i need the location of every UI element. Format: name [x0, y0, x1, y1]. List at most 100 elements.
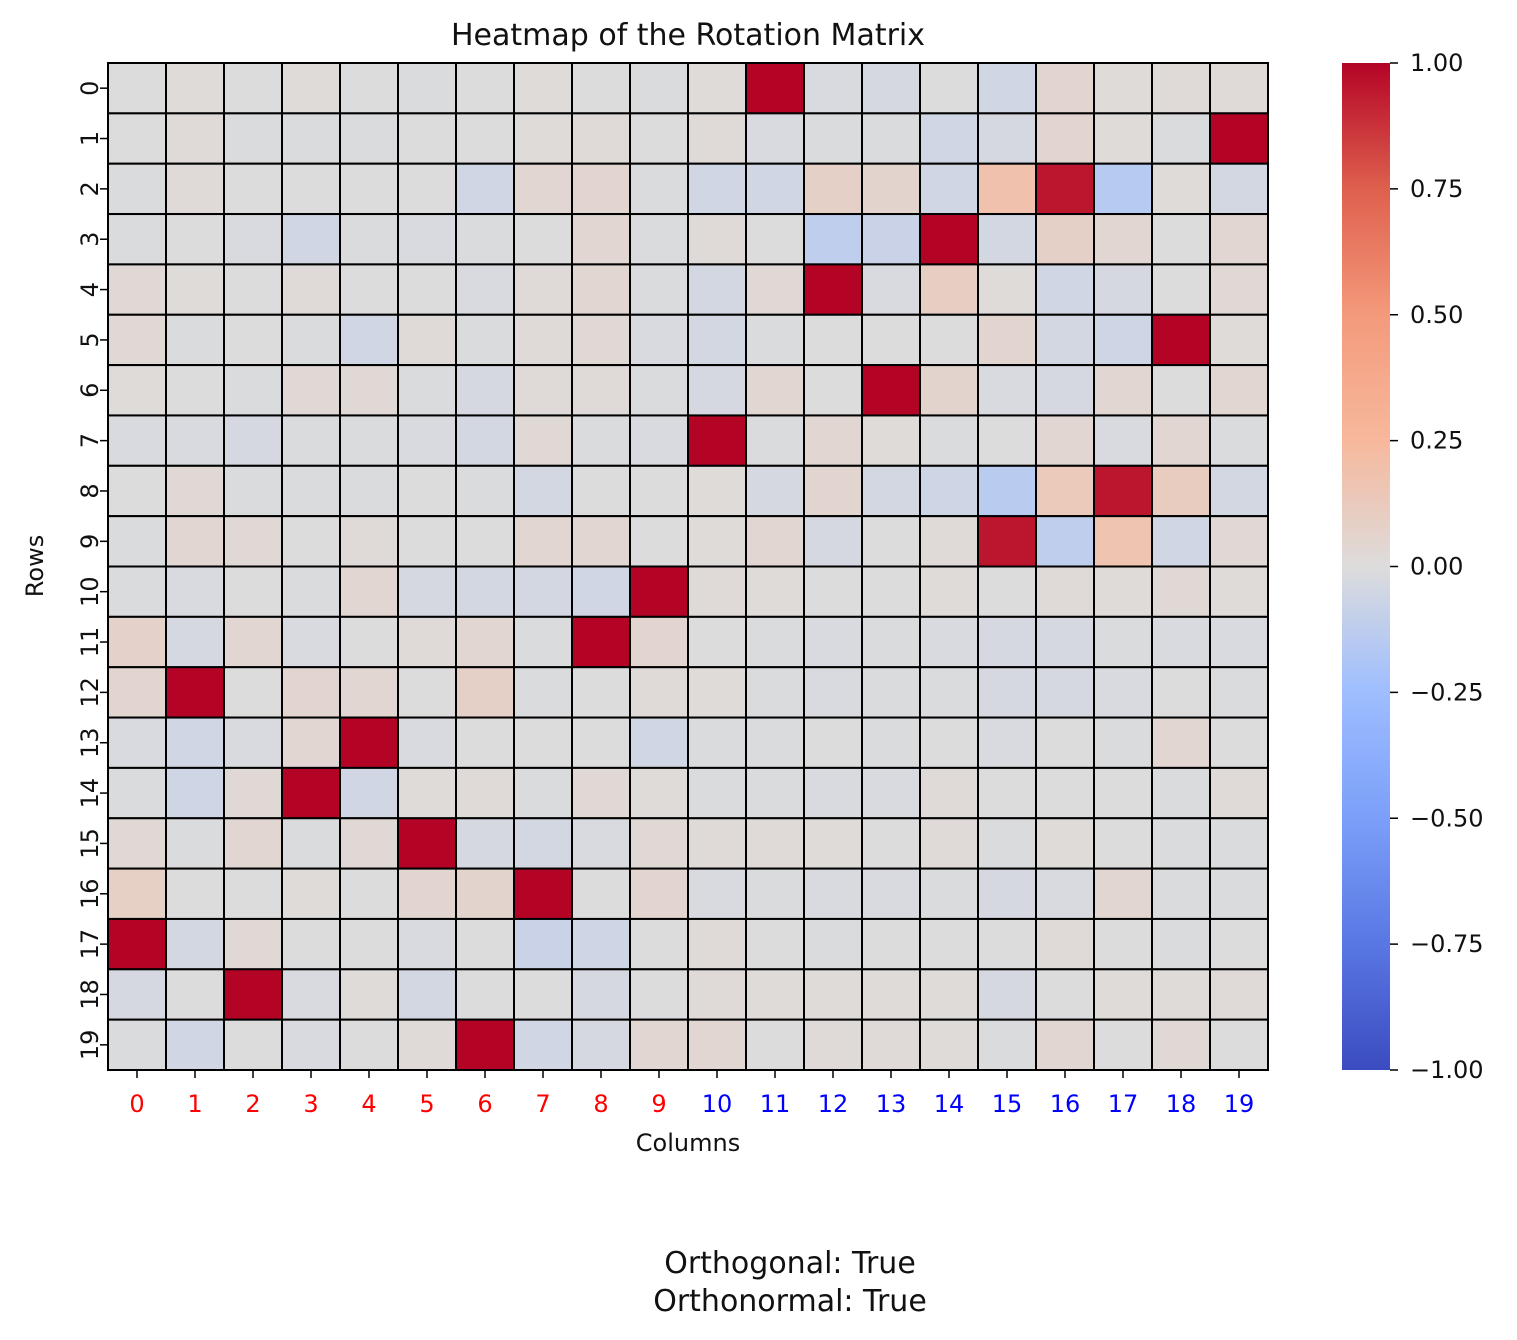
x-tick-label-9: 9: [651, 1090, 666, 1118]
heatmap-cell-r0-c4: [339, 62, 399, 115]
heatmap-cell-r11-c17: [1093, 615, 1153, 669]
heatmap-cell-r11-c8: [571, 615, 631, 669]
heatmap-cell-r7-c0: [107, 414, 167, 467]
colorbar-tick-label: −0.25: [1410, 678, 1484, 706]
heatmap-cell-r14-c1: [165, 766, 225, 820]
heatmap-cell-r19-c16: [1035, 1018, 1095, 1072]
heatmap-cell-r3-c6: [455, 213, 515, 266]
heatmap-cell-r13-c13: [861, 716, 921, 769]
heatmap-cell-r3-c11: [745, 213, 805, 266]
heatmap-cell-r4-c10: [687, 263, 747, 316]
heatmap-cell-r14-c0: [107, 766, 167, 820]
heatmap-cell-r19-c10: [687, 1018, 747, 1072]
heatmap-cell-r16-c6: [455, 867, 515, 920]
heatmap-cell-r16-c2: [223, 867, 283, 920]
heatmap-cell-r7-c1: [165, 414, 225, 467]
y-tick-label-1: 1: [76, 131, 104, 146]
heatmap-cell-r2-c5: [397, 162, 457, 216]
heatmap-cell-r5-c15: [977, 313, 1037, 367]
heatmap-cell-r5-c6: [455, 313, 515, 367]
heatmap-cell-r12-c14: [919, 666, 979, 719]
heatmap-cell-r14-c3: [281, 766, 341, 820]
heatmap-cell-r15-c4: [339, 817, 399, 870]
heatmap-cell-r16-c8: [571, 867, 631, 920]
heatmap-cell-r5-c1: [165, 313, 225, 367]
heatmap-cell-r13-c18: [1151, 716, 1211, 769]
heatmap-cell-r3-c10: [687, 213, 747, 266]
colorbar-tick-label: 0.75: [1410, 175, 1463, 203]
heatmap-cell-r18-c6: [455, 968, 515, 1021]
heatmap-cell-r1-c15: [977, 112, 1037, 165]
heatmap-cell-r13-c10: [687, 716, 747, 769]
heatmap-cell-r2-c13: [861, 162, 921, 216]
heatmap-cell-r13-c1: [165, 716, 225, 769]
colorbar-tick-label: −1.00: [1410, 1056, 1484, 1084]
heatmap-cell-r8-c17: [1093, 464, 1153, 518]
y-tick-label-14: 14: [76, 778, 104, 809]
heatmap-cell-r4-c15: [977, 263, 1037, 316]
heatmap-cell-r2-c2: [223, 162, 283, 216]
y-tick-label-2: 2: [76, 181, 104, 196]
heatmap-cell-r15-c8: [571, 817, 631, 870]
heatmap-cell-r10-c17: [1093, 565, 1153, 618]
y-tick-label-4: 4: [76, 282, 104, 297]
heatmap-cell-r18-c16: [1035, 968, 1095, 1021]
heatmap-cell-r2-c3: [281, 162, 341, 216]
heatmap-cell-r15-c10: [687, 817, 747, 870]
heatmap-cell-r9-c14: [919, 515, 979, 568]
heatmap-cell-r9-c10: [687, 515, 747, 568]
heatmap-cell-r2-c11: [745, 162, 805, 216]
heatmap-cell-r16-c17: [1093, 867, 1153, 920]
y-tick-label-7: 7: [76, 433, 104, 448]
heatmap-cell-r6-c3: [281, 364, 341, 417]
heatmap-cell-r13-c11: [745, 716, 805, 769]
heatmap-cell-r12-c16: [1035, 666, 1095, 719]
heatmap-cell-r4-c5: [397, 263, 457, 316]
heatmap-cell-r4-c7: [513, 263, 573, 316]
heatmap-cell-r6-c2: [223, 364, 283, 417]
heatmap-cell-r7-c5: [397, 414, 457, 467]
heatmap-cell-r7-c17: [1093, 414, 1153, 467]
heatmap-cell-r17-c11: [745, 917, 805, 971]
heatmap-cell-r17-c9: [629, 917, 689, 971]
heatmap-cell-r2-c7: [513, 162, 573, 216]
heatmap-cell-r13-c7: [513, 716, 573, 769]
heatmap-cell-r13-c14: [919, 716, 979, 769]
heatmap-cell-r17-c4: [339, 917, 399, 971]
heatmap-cell-r11-c10: [687, 615, 747, 669]
heatmap-cell-r7-c19: [1209, 414, 1269, 467]
heatmap-cell-r14-c19: [1209, 766, 1269, 820]
heatmap-cell-r0-c5: [397, 62, 457, 115]
heatmap-cell-r15-c16: [1035, 817, 1095, 870]
heatmap-cell-r6-c14: [919, 364, 979, 417]
heatmap-cell-r17-c7: [513, 917, 573, 971]
heatmap-cell-r15-c5: [397, 817, 457, 870]
heatmap-cell-r9-c16: [1035, 515, 1095, 568]
colorbar-tick-label: 0.00: [1410, 553, 1463, 581]
heatmap-cell-r12-c17: [1093, 666, 1153, 719]
heatmap-cell-r10-c18: [1151, 565, 1211, 618]
x-tick-label-5: 5: [419, 1090, 434, 1118]
heatmap-cell-r12-c19: [1209, 666, 1269, 719]
heatmap-cell-r1-c13: [861, 112, 921, 165]
x-tick-label-1: 1: [187, 1090, 202, 1118]
heatmap-cell-r3-c17: [1093, 213, 1153, 266]
colorbar-tick-label: 0.25: [1410, 427, 1463, 455]
heatmap-cell-r0-c6: [455, 62, 515, 115]
heatmap-cell-r14-c18: [1151, 766, 1211, 820]
heatmap-cell-r12-c1: [165, 666, 225, 719]
heatmap-cell-r18-c5: [397, 968, 457, 1021]
heatmap-cell-r13-c6: [455, 716, 515, 769]
heatmap-cell-r11-c15: [977, 615, 1037, 669]
heatmap-cell-r18-c0: [107, 968, 167, 1021]
heatmap-cell-r8-c3: [281, 464, 341, 518]
heatmap-cell-r18-c2: [223, 968, 283, 1021]
heatmap-cell-r2-c17: [1093, 162, 1153, 216]
heatmap-cell-r9-c17: [1093, 515, 1153, 568]
heatmap-cell-r4-c16: [1035, 263, 1095, 316]
heatmap-cells: [107, 62, 1269, 1072]
heatmap-cell-r19-c18: [1151, 1018, 1211, 1072]
heatmap-cell-r8-c2: [223, 464, 283, 518]
heatmap-cell-r2-c0: [107, 162, 167, 216]
heatmap-cell-r7-c16: [1035, 414, 1095, 467]
